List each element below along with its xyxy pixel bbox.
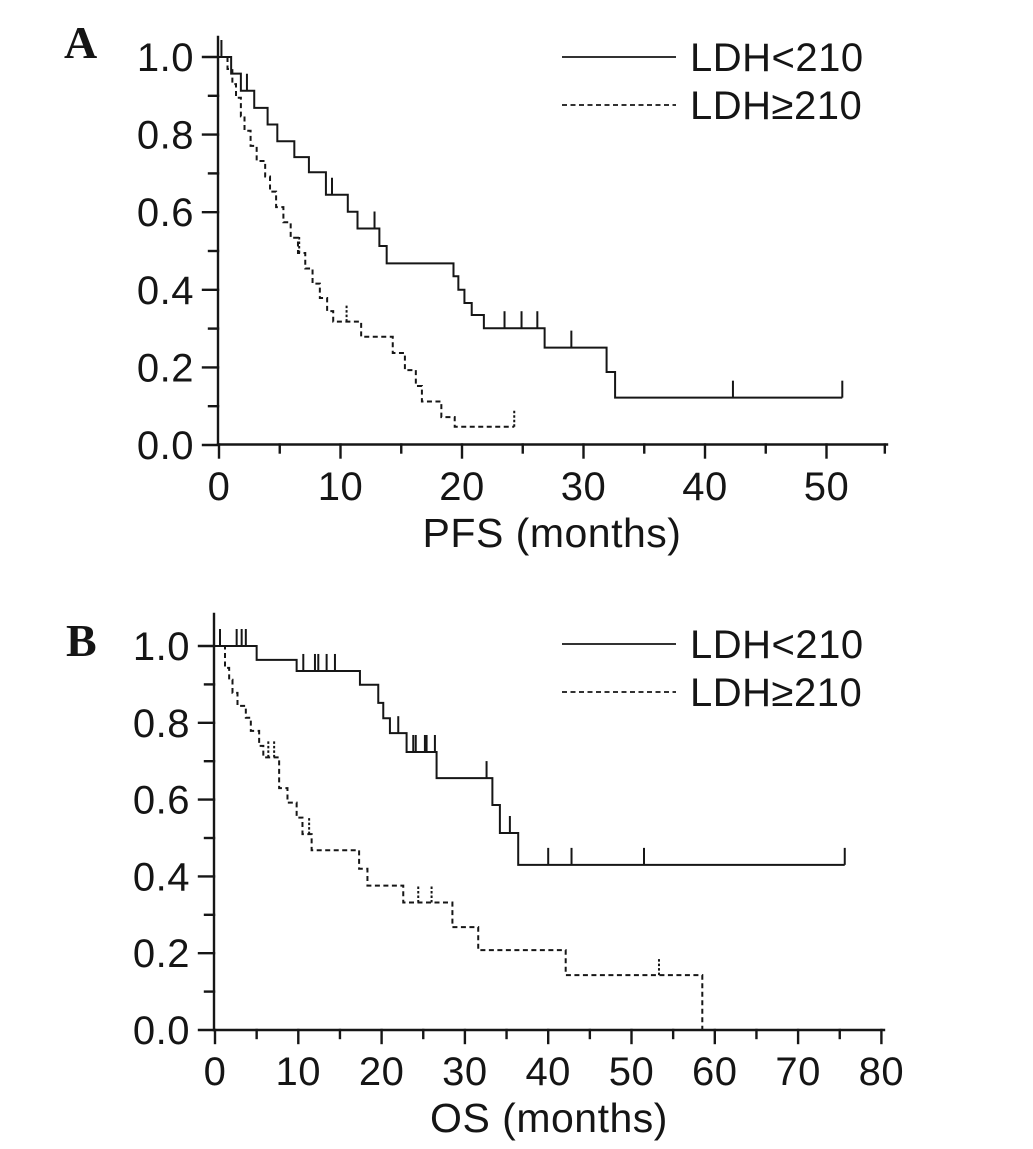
- y-tick-label: 0.2: [137, 346, 194, 390]
- x-tick-label: 80: [859, 1050, 905, 1094]
- y-tick-label: 1.0: [133, 625, 190, 669]
- y-tick-label: 0.4: [133, 855, 190, 899]
- y-tick-label: 0.2: [133, 932, 190, 976]
- x-axis-title: OS (months): [430, 1095, 668, 1141]
- legend-label: LDH≥210: [690, 671, 862, 715]
- panel-a-label: A: [64, 17, 98, 68]
- survival-step-path: [219, 56, 843, 399]
- y-tick-label: 0.0: [137, 424, 194, 468]
- x-tick-label: 50: [804, 465, 850, 509]
- x-tick-label: 50: [609, 1050, 655, 1094]
- y-tick-label: 0.8: [137, 114, 194, 158]
- y-tick-label: 0.6: [133, 779, 190, 823]
- x-tick-label: 40: [525, 1050, 571, 1094]
- x-tick-label: 30: [442, 1050, 488, 1094]
- x-tick-label: 60: [692, 1050, 738, 1094]
- axes: [197, 612, 886, 1045]
- legend-label: LDH<210: [690, 623, 864, 667]
- km-curve-ldh-high: [215, 645, 704, 1030]
- y-tick-label: 0.8: [133, 702, 190, 746]
- x-tick-label: 20: [359, 1050, 405, 1094]
- km-curve-ldh-low: [215, 629, 846, 866]
- x-axis-title: PFS (months): [423, 510, 682, 556]
- panel-b: 1.0 0.8 0.6 0.4 0.2 0.0 0 10 20 30 40 50 60 70 80 OS (m…: [133, 612, 904, 1141]
- x-tick-label: 10: [318, 465, 364, 509]
- axis-labels: 1.0 0.8 0.6 0.4 0.2 0.0 0 10 20 30 40 50 60 70 80 OS (m…: [133, 625, 904, 1141]
- legend-label: LDH≥210: [690, 84, 862, 128]
- y-tick-label: 0.6: [137, 191, 194, 235]
- panel-a: 1.0 0.8 0.6 0.4 0.2 0.0 0 10 20 30 40 50 PFS (months…: [137, 35, 889, 556]
- y-tick-label: 0.4: [137, 269, 194, 313]
- survival-step-path: [219, 56, 515, 428]
- x-tick-label: 0: [204, 1050, 227, 1094]
- survival-step-path: [215, 645, 704, 1030]
- panel-b-label: B: [66, 615, 97, 666]
- x-tick-label: 10: [276, 1050, 322, 1094]
- axes: [201, 35, 889, 459]
- y-tick-label: 1.0: [137, 36, 194, 80]
- y-tick-label: 0.0: [133, 1009, 190, 1053]
- x-tick-label: 0: [208, 465, 231, 509]
- x-tick-label: 30: [561, 465, 607, 509]
- x-tick-label: 20: [439, 465, 485, 509]
- survival-step-path: [215, 645, 845, 866]
- x-tick-label: 40: [682, 465, 728, 509]
- legend-label: LDH<210: [690, 36, 864, 80]
- axis-labels: 1.0 0.8 0.6 0.4 0.2 0.0 0 10 20 30 40 50 PFS (months…: [137, 36, 849, 556]
- x-tick-label: 70: [775, 1050, 821, 1094]
- km-curve-ldh-high: [219, 56, 516, 428]
- km-curve-ldh-low: [219, 40, 844, 399]
